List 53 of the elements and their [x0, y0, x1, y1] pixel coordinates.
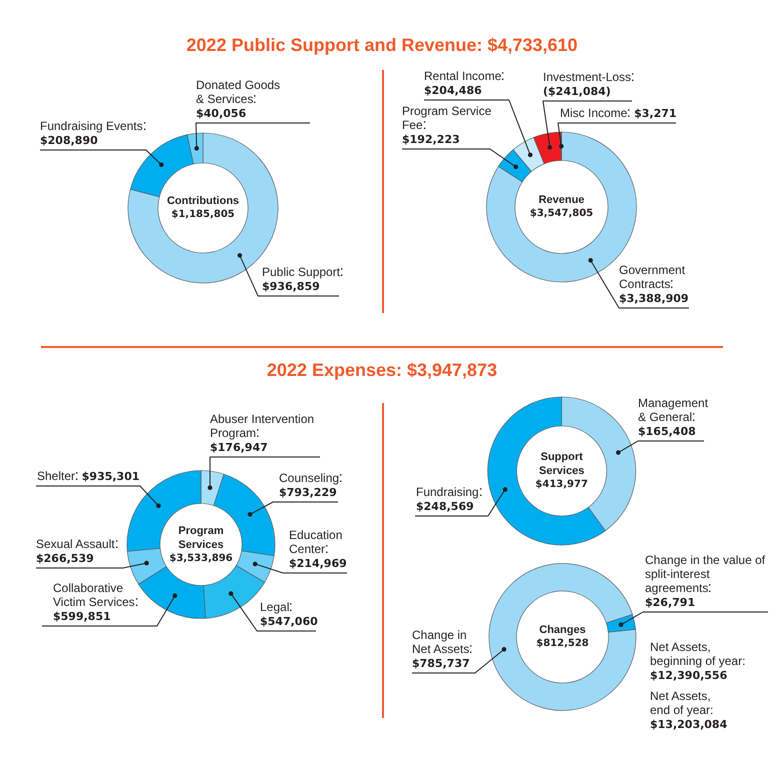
slice-label: Abuser Intervention Program [210, 412, 314, 440]
slice-label: Shelter [37, 469, 76, 483]
text: $3,533,896 [169, 552, 233, 564]
slice-label: Investment-Loss [543, 70, 632, 84]
text: 2022 Expenses: $3,947,873 [266, 359, 498, 381]
slice-label: Education Center [289, 528, 342, 556]
text: $1,185,805 [171, 209, 235, 220]
text: $812,528 [536, 638, 589, 649]
slice-label: Collaborative Victim Services [53, 581, 135, 609]
slice-label: Change in the value of split-interest agreements [645, 553, 766, 595]
text: Program Services [178, 524, 224, 550]
text: Net Assets, end of year: $13,203,084 [650, 689, 728, 731]
slice-label: Change in Net Assets [412, 628, 470, 656]
data-label: $214,969 [289, 557, 347, 570]
data-label: $599,851 [53, 610, 111, 623]
text: 2022 Public Support and Revenue: $4,733,610 [186, 34, 578, 56]
data-label: $26,791 [645, 596, 696, 609]
data-label: $547,060 [260, 615, 318, 628]
data-label: $208,890 [40, 134, 98, 147]
data-label: $3,271 [634, 107, 677, 120]
data-label: $936,859 [262, 280, 320, 293]
slice-label: Donated Goods & Services [196, 78, 280, 106]
slice-label: Rental Income [424, 69, 502, 83]
text: $3,547,805 [530, 208, 594, 219]
slice-label: Program Service Fee [402, 104, 492, 132]
slice-label: Misc Income [560, 106, 628, 120]
data-label: $3,388,909 [619, 292, 689, 305]
data-label: $935,301 [82, 470, 140, 483]
data-label: $266,539 [36, 552, 94, 565]
text: Net Assets, beginning of year: $12,390,556 [650, 640, 746, 682]
data-label: ($241,084) [543, 85, 611, 98]
slice-label: Counseling [279, 471, 340, 485]
text: Support Services [539, 451, 584, 477]
data-label: $793,229 [279, 486, 337, 499]
donut-slice [488, 563, 636, 711]
data-label: $192,223 [402, 133, 460, 146]
data-label: $176,947 [210, 441, 268, 454]
slice-label: Sexual Assault [36, 537, 115, 551]
text: Revenue [538, 194, 584, 206]
slice-label: Fundraising [416, 485, 479, 499]
data-label: $204,486 [424, 84, 482, 97]
text: Contributions [166, 195, 240, 207]
slice-label: Fundraising Events [40, 119, 143, 133]
slice-label: Management & General [638, 396, 708, 424]
data-label: $248,569 [416, 500, 474, 513]
data-label: $785,737 [412, 657, 470, 670]
data-label: $40,056 [196, 107, 246, 120]
text: $413,977 [535, 479, 588, 490]
slice-label: Government Contracts [619, 263, 686, 291]
data-label: $165,408 [638, 425, 696, 438]
slice-label: Legal [260, 600, 290, 614]
slice-label: Public Support [262, 265, 340, 279]
text: Changes [539, 624, 586, 636]
